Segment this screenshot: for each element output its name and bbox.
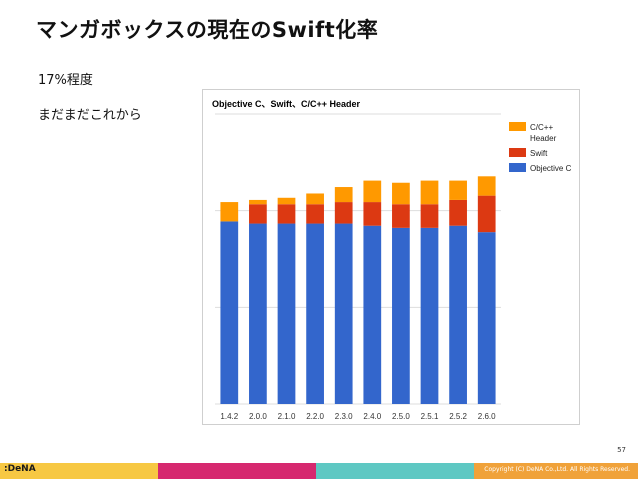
bar-segment [334,202,353,224]
x-tick-label: 2.2.0 [306,412,324,421]
bar-segment [220,221,239,404]
bar-segment [392,204,410,228]
bar-segment [277,204,296,224]
bar-segment [392,182,410,205]
bar-segment [420,180,439,205]
bar-segment [449,199,467,226]
footer-color-segment [474,463,638,479]
legend-swatch [509,148,526,157]
bar-segment [277,197,296,205]
bar-segment [363,180,382,203]
x-tick-label: 2.5.2 [449,412,467,421]
bullet-text: 17%程度 [38,73,93,88]
x-tick-label: 1.4.2 [220,412,238,421]
footer-color-segment [0,463,158,479]
bar-segment [249,204,267,224]
page-number: 57 [617,446,626,454]
x-tick-label: 2.3.0 [335,412,353,421]
bar-segment [477,232,496,404]
legend-swatch [509,122,526,131]
slide-title: マンガボックスの現在のSwift化率 [36,18,379,42]
bar-segment [420,227,439,404]
x-tick-label: 2.6.0 [478,412,496,421]
bar-segment [220,202,239,222]
x-tick-label: 2.5.0 [392,412,410,421]
bar-segment [249,199,267,205]
legend-label: C/C++ [530,123,553,132]
bar-segment [477,195,496,233]
x-tick-label: 2.4.0 [363,412,381,421]
bar-segment [306,193,324,205]
bullet-text: まだまだこれから [38,108,142,123]
copyright-text: Copyright (C) DeNA Co.,Ltd. All Rights R… [484,466,630,473]
x-tick-label: 2.0.0 [249,412,267,421]
footer-color-segment [316,463,474,479]
footer-bar: :DeNA Copyright (C) DeNA Co.,Ltd. All Ri… [0,463,638,479]
legend-label: Header [530,134,557,143]
bar-segment [306,223,324,404]
chart-container: Objective C、Swift、C/C++ Header 1.4.2 2.0.0… [202,89,580,425]
bar-segment [277,223,296,404]
chart-title: Objective C、Swift、C/C++ Header [212,99,361,109]
stacked-bar-chart: Objective C、Swift、C/C++ Header 1.4.2 2.0.0… [212,99,572,421]
bar-segment [420,204,439,228]
bar-segment [449,180,467,200]
bar-segment [449,225,467,404]
bar-segment [392,227,410,404]
x-tick-label: 2.1.0 [278,412,296,421]
legend-label: Swift [530,149,548,158]
bar-segment [334,187,353,203]
footer-color-segment [158,463,316,479]
x-tick-label: 2.5.1 [421,412,439,421]
bar-segment [306,204,324,224]
bar-segment [477,176,496,196]
bar-segment [363,202,382,226]
bar-segment [334,223,353,404]
bar-segment [363,225,382,404]
legend-swatch [509,163,526,172]
legend-label: Objective C [530,164,572,173]
dena-logo: :DeNA [4,464,36,474]
bar-segment [249,223,267,404]
